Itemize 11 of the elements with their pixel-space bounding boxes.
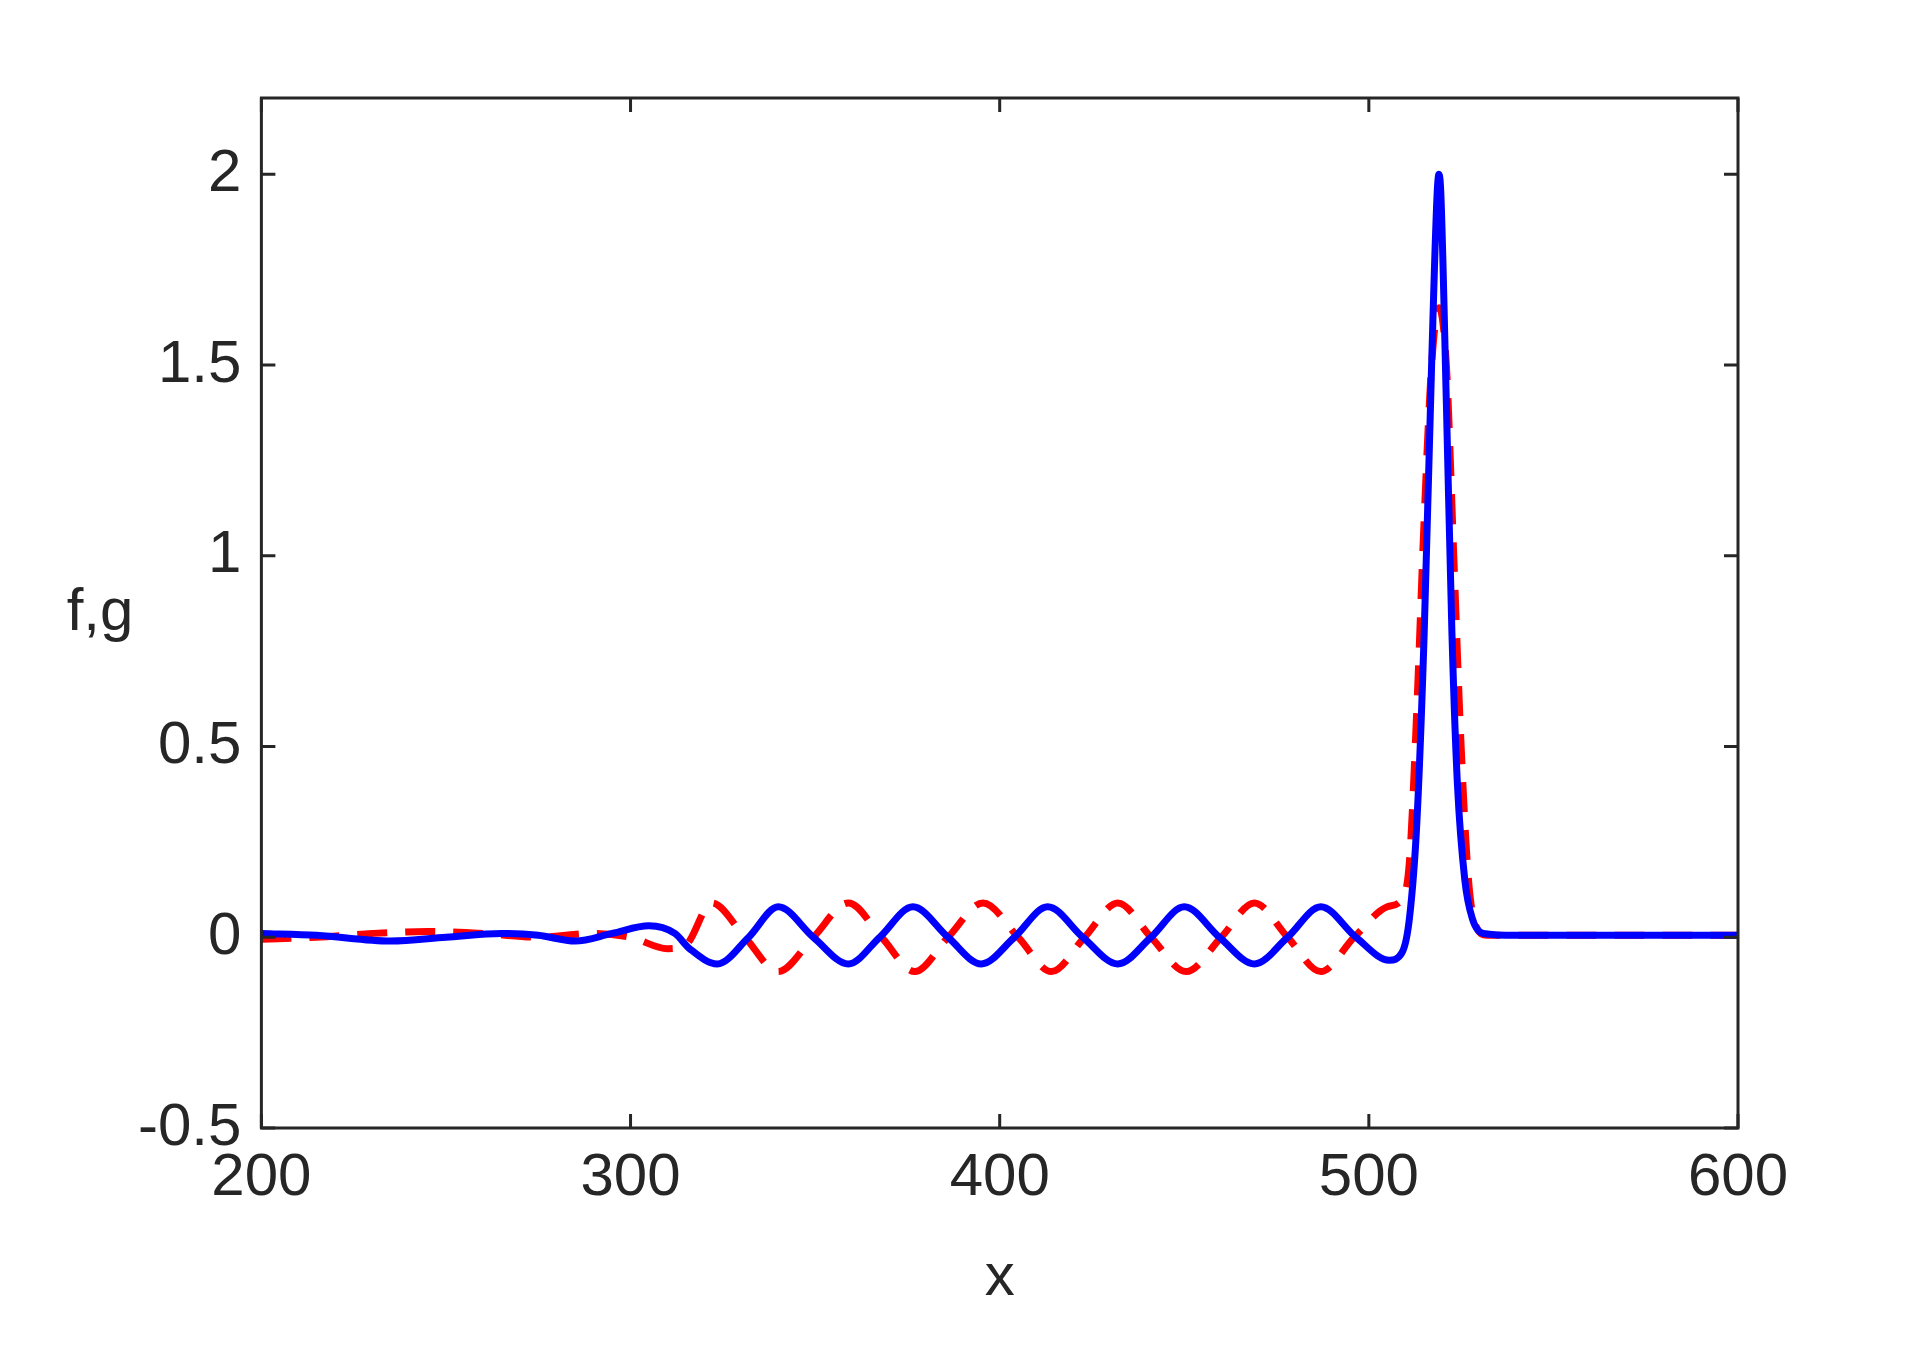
y-axis-title: f,g xyxy=(66,575,134,643)
x-tick-label: 400 xyxy=(949,1140,1050,1208)
x-axis-title: x xyxy=(984,1240,1015,1308)
y-tick-label: 2 xyxy=(208,136,242,204)
y-tick-label: 1 xyxy=(208,518,242,586)
y-tick-label: 1.5 xyxy=(157,327,242,395)
y-tick-label: 0.5 xyxy=(157,709,242,777)
x-tick-label: 600 xyxy=(1687,1140,1789,1208)
x-tick-label: 300 xyxy=(580,1140,681,1208)
x-tick-label: 500 xyxy=(1318,1140,1419,1208)
y-tick-label: 0 xyxy=(208,899,242,967)
